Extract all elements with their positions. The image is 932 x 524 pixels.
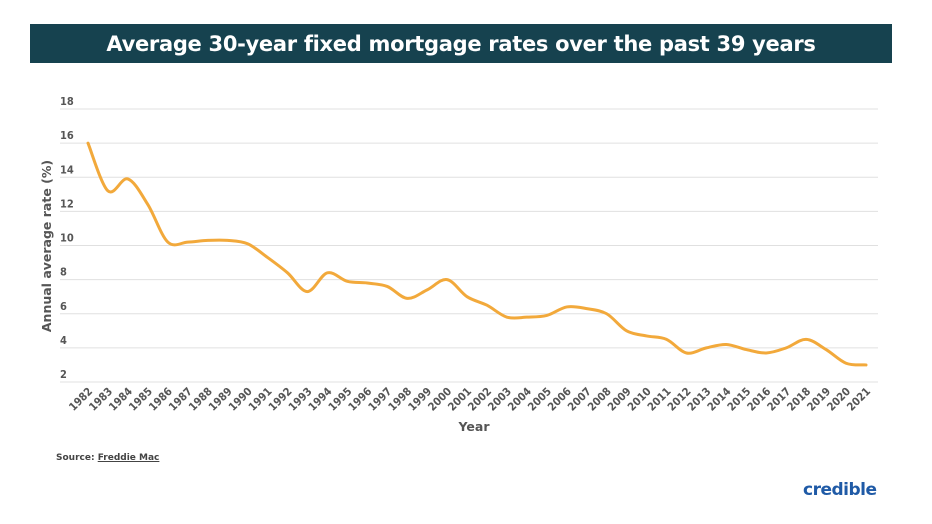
data-point-2008 — [605, 312, 608, 315]
data-point-2007 — [585, 307, 588, 310]
source-link[interactable]: Freddie Mac — [97, 453, 160, 463]
data-point-1988 — [206, 239, 209, 242]
data-point-2019 — [825, 348, 828, 351]
y-tick-label: 16 — [60, 129, 74, 142]
data-point-2011 — [665, 338, 668, 341]
data-point-2010 — [645, 334, 648, 337]
y-tick-label: 14 — [60, 163, 74, 176]
data-point-2000 — [446, 278, 449, 281]
x-tick-label: 2021 — [844, 385, 873, 414]
data-point-2006 — [565, 305, 568, 308]
series-line — [86, 141, 868, 367]
data-point-1998 — [406, 297, 409, 300]
data-point-1986 — [166, 241, 169, 244]
x-tick-labels: 1982198319841985198619871988198919901991… — [66, 385, 873, 414]
y-tick-labels: 2 4 6 8 10 12 14 16 18 — [60, 95, 74, 381]
y-tick-label: 4 — [60, 334, 67, 347]
y-tick-label: 10 — [60, 232, 74, 245]
data-point-2020 — [845, 362, 848, 365]
gridlines — [60, 108, 878, 383]
data-point-1983 — [106, 189, 109, 192]
data-point-1990 — [246, 242, 249, 245]
data-point-2021 — [865, 363, 868, 366]
data-point-2017 — [785, 346, 788, 349]
data-point-2018 — [805, 338, 808, 341]
data-point-1992 — [286, 271, 289, 274]
source-label: Source: — [56, 453, 95, 463]
data-point-2005 — [545, 314, 548, 317]
data-point-1984 — [126, 177, 129, 180]
y-axis-label: Annual average rate (%) — [39, 160, 54, 332]
data-point-1997 — [386, 285, 389, 288]
data-point-2016 — [765, 351, 768, 354]
credible-logo: credible — [803, 480, 877, 500]
data-point-1994 — [326, 271, 329, 274]
data-point-1985 — [146, 203, 149, 206]
data-point-2015 — [745, 348, 748, 351]
data-point-1989 — [226, 239, 229, 242]
data-point-1995 — [346, 280, 349, 283]
data-point-2013 — [705, 346, 708, 349]
y-tick-label: 2 — [60, 368, 67, 381]
data-point-1982 — [87, 142, 90, 145]
y-tick-label: 12 — [60, 197, 74, 210]
y-tick-label: 18 — [60, 95, 74, 108]
data-point-2014 — [725, 343, 728, 346]
data-point-1993 — [306, 290, 309, 293]
x-axis-label: Year — [458, 419, 491, 434]
source-note: Source: Freddie Mac — [56, 453, 159, 463]
data-point-2012 — [685, 351, 688, 354]
data-point-1999 — [426, 288, 429, 291]
data-point-2004 — [525, 316, 528, 319]
data-point-2009 — [625, 329, 628, 332]
y-tick-label: 6 — [60, 300, 67, 313]
data-point-2002 — [485, 304, 488, 307]
chart-title: Average 30-year fixed mortgage rates ove… — [30, 24, 892, 63]
data-point-1996 — [366, 282, 369, 285]
data-point-1987 — [186, 241, 189, 244]
y-tick-label: 8 — [60, 266, 67, 279]
data-point-2001 — [466, 295, 469, 298]
data-point-1991 — [266, 256, 269, 259]
data-point-2003 — [505, 316, 508, 319]
